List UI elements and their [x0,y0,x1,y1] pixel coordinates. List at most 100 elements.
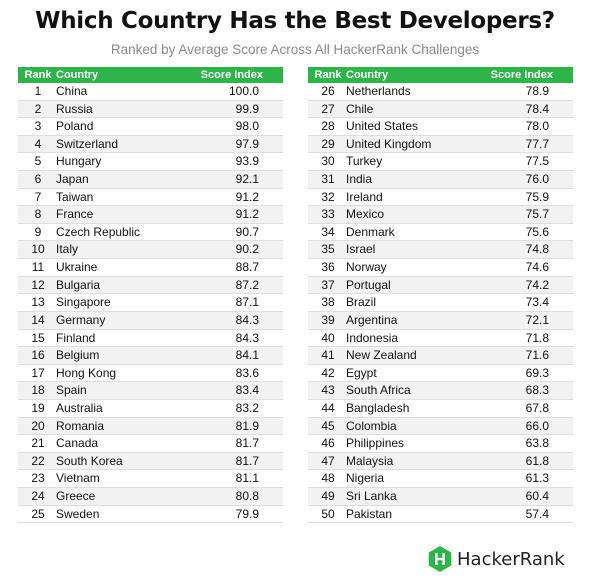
table-row: 6 Japan 92.1 [18,171,283,189]
cell-rank: 44 [321,400,335,415]
cell-rank: 18 [31,383,45,398]
cell-rank: 36 [321,260,335,275]
cell-rank: 17 [31,365,45,380]
table-row: 17 Hong Kong 83.6 [18,365,283,383]
cell-rank: 25 [31,506,45,521]
header-score: Score Index [200,69,263,81]
cell-score: 88.7 [235,260,259,275]
cell-country: Finland [56,330,96,345]
cell-country: Germany [56,312,106,327]
table-row: 35 Israel 74.8 [308,241,573,260]
cell-score: 99.9 [235,101,259,116]
cell-score: 87.2 [235,277,259,292]
cell-country: Nigeria [346,471,385,486]
cell-score: 77.7 [525,136,549,151]
cell-country: Australia [56,400,103,415]
cell-rank: 35 [321,242,335,257]
cell-score: 71.8 [525,330,549,345]
cell-score: 87.1 [235,295,259,310]
cell-country: Brazil [346,295,377,310]
cell-rank: 8 [34,207,42,222]
chart-subtitle: Ranked by Average Score Across All Hacke… [110,42,480,57]
cell-rank: 20 [31,418,45,433]
table-row: 47 Malaysia 61.8 [308,452,573,471]
table-row: 21 Canada 81.7 [18,435,283,453]
table-row: 41 New Zealand 71.6 [308,347,573,365]
cell-country: Ireland [346,189,383,204]
table-row: 13 Singapore 87.1 [18,294,283,312]
table-row: 40 Indonesia 71.8 [308,330,573,348]
table-row: 24 Greece 80.8 [18,488,283,506]
cell-country: Sri Lanka [346,489,397,504]
table-row: 31 India 76.0 [308,171,573,189]
cell-score: 83.2 [235,400,259,415]
cell-rank: 42 [321,365,335,380]
cell-country: United Kingdom [346,136,432,151]
cell-country: France [56,207,94,222]
cell-rank: 27 [321,101,335,116]
cell-score: 93.9 [235,154,259,169]
cell-rank: 26 [321,84,335,98]
cell-score: 72.1 [525,312,549,327]
ranking-table-right: Rank Country Score Index 26 Netherlands 78… [308,67,573,524]
cell-rank: 23 [31,471,45,486]
cell-score: 92.1 [235,172,259,187]
cell-country: Russia [56,101,93,116]
cell-rank: 34 [321,224,335,239]
table-row: 18 Spain 83.4 [18,382,283,400]
cell-score: 78.0 [525,119,549,134]
cell-country: Sweden [56,506,100,521]
cell-country: Vietnam [56,471,100,486]
cell-rank: 11 [31,260,45,275]
cell-country: United States [346,119,419,134]
table-row: 49 Sri Lanka 60.4 [308,488,573,506]
cell-country: Czech Republic [56,224,141,239]
cell-score: 57.4 [525,506,549,521]
cell-rank: 40 [321,330,335,345]
cell-rank: 43 [321,383,335,398]
cell-score: 71.6 [525,348,549,363]
table-header: Rank Country Score Index [308,67,573,83]
cell-score: 75.7 [525,207,549,222]
cell-country: Bangladesh [346,400,410,415]
cell-score: 97.9 [235,136,259,151]
cell-rank: 9 [34,224,42,239]
ranking-table-left: Rank Country Score Index 1 China 100.0 2 Rus… [18,67,283,524]
table-row: 32 Ireland 75.9 [308,189,573,207]
cell-rank: 4 [34,136,42,151]
table-row: 39 Argentina 72.1 [308,311,573,330]
cell-rank: 13 [31,295,45,310]
cell-score: 68.3 [525,383,549,398]
cell-score: 61.8 [525,453,549,468]
cell-country: Egypt [346,365,377,380]
cell-score: 80.8 [235,489,259,504]
cell-score: 66.0 [525,418,549,433]
cell-rank: 29 [321,136,335,151]
table-row: 27 Chile 78.4 [308,100,573,119]
cell-country: Belgium [56,348,100,363]
cell-score: 91.2 [235,189,259,204]
cell-score: 79.9 [235,506,259,521]
table-row: 16 Belgium 84.1 [18,347,283,365]
header-rank: Rank [314,69,342,81]
table-header: Rank Country Score Index [18,67,283,83]
table-row: 46 Philippines 63.8 [308,435,573,453]
table-row: 26 Netherlands 78.9 [308,83,573,101]
cell-rank: 41 [321,348,335,363]
cell-country: New Zealand [346,348,417,363]
cell-rank: 24 [31,489,45,504]
cell-country: Hong Kong [56,365,117,380]
cell-country: South Korea [56,453,123,468]
table-row: 28 United States 78.0 [308,118,573,136]
table-row: 42 Egypt 69.3 [308,365,573,383]
table-body-left: 1 China 100.0 2 Russia 99.9 3 Poland 98.0 4 Switze… [18,83,283,524]
cell-country: Japan [56,172,89,187]
cell-country: Norway [346,260,387,275]
cell-country: Turkey [346,154,383,169]
cell-rank: 2 [34,101,42,116]
cell-country: Chile [346,101,374,116]
table-row: 4 Switzerland 97.9 [18,135,283,154]
cell-score: 90.2 [235,242,259,257]
cell-rank: 33 [321,207,335,222]
cell-rank: 22 [31,453,45,468]
